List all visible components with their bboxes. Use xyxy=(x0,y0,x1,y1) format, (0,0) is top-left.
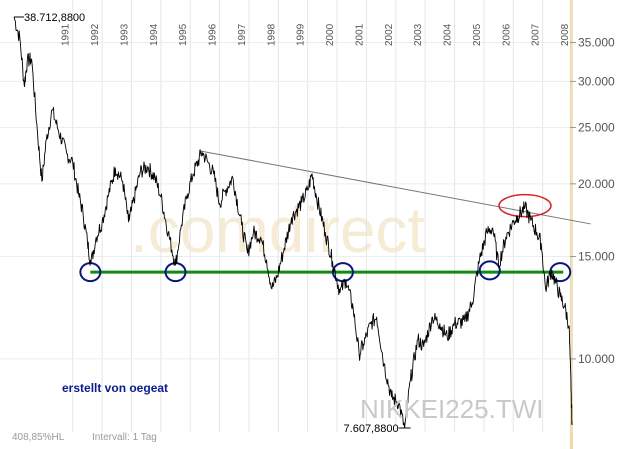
year-label: 2007 xyxy=(531,23,542,46)
series xyxy=(13,16,573,429)
year-label: 2008 xyxy=(560,23,571,46)
credit-text: erstellt von oegeat xyxy=(62,381,168,395)
min-price-label: 7.607,8800 xyxy=(344,423,399,435)
year-label: 2002 xyxy=(384,23,395,46)
year-label: 1999 xyxy=(296,23,307,46)
year-label: 1995 xyxy=(178,23,189,46)
year-labels: 1991 1992 1993 1994 1995 1996 1997 1998 1999 2000… xyxy=(61,23,571,46)
max-price-label: 38.712,8800 xyxy=(24,12,85,24)
y-axis-ticks: 35.000 30.000 25.000 20.000 15.000 10.000 xyxy=(570,35,615,366)
year-label: 2003 xyxy=(413,23,424,46)
price-tick-label: 15.000 xyxy=(578,250,615,264)
watermark: .comdirect xyxy=(130,194,425,266)
support-touch-circle xyxy=(478,260,501,281)
price-tick-label: 25.000 xyxy=(578,120,615,134)
year-label: 1994 xyxy=(149,23,160,46)
ticker-label: NIKKEI225.TWI xyxy=(360,394,544,424)
price-tick-label: 10.000 xyxy=(578,352,615,366)
footer-interval: Intervall: 1 Tag xyxy=(92,432,157,443)
price-labels: 38.712,8800 7.607,8800 xyxy=(14,12,411,435)
price-series-line xyxy=(13,16,573,429)
year-label: 1998 xyxy=(266,23,277,46)
peak-highlight-ellipse xyxy=(498,193,552,218)
year-label: 2006 xyxy=(501,23,512,46)
year-label: 2000 xyxy=(325,23,336,46)
year-label: 2001 xyxy=(354,23,365,46)
year-label: 1993 xyxy=(119,23,130,46)
year-label: 1996 xyxy=(208,23,219,46)
year-label: 1997 xyxy=(237,23,248,46)
year-label: 1992 xyxy=(90,23,101,46)
year-label: 1991 xyxy=(61,23,72,46)
price-tick-label: 35.000 xyxy=(578,35,615,49)
year-label: 2005 xyxy=(472,23,483,46)
year-label: 2004 xyxy=(443,23,454,46)
price-tick-label: 20.000 xyxy=(578,177,615,191)
resistance-trend-line xyxy=(198,150,591,225)
grid xyxy=(0,0,573,432)
footer-range: 408,85%HL xyxy=(12,432,65,443)
price-tick-label: 30.000 xyxy=(578,74,615,88)
